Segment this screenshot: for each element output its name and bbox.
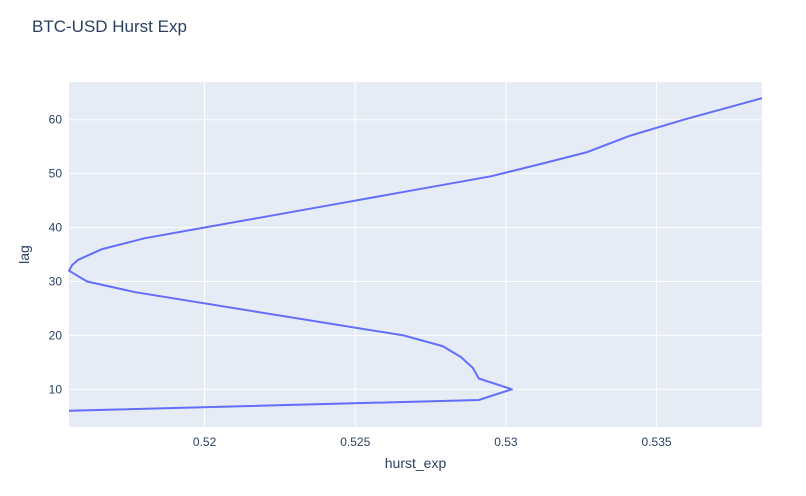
x-tick-label: 0.52	[193, 435, 217, 449]
x-tick-label: 0.535	[642, 435, 672, 449]
x-axis-title: hurst_exp	[385, 455, 447, 471]
y-tick-label: 60	[49, 113, 63, 127]
y-axis-title: lag	[16, 245, 32, 264]
gridlines	[69, 82, 762, 427]
x-axis-ticks: 0.52 0.525 0.53 0.535	[193, 435, 672, 449]
series-lines	[68, 97, 763, 412]
y-axis-ticks: 10 20 30 40 50 60	[49, 113, 63, 397]
y-tick-label: 40	[49, 221, 63, 235]
x-tick-label: 0.53	[494, 435, 518, 449]
x-tick-label: 0.525	[340, 435, 370, 449]
y-tick-label: 50	[49, 167, 63, 181]
plot-area	[69, 82, 762, 427]
y-tick-label: 10	[49, 382, 63, 396]
series-line	[68, 97, 763, 412]
chart-title: BTC-USD Hurst Exp	[32, 17, 187, 36]
y-tick-label: 30	[49, 274, 63, 288]
y-tick-label: 20	[49, 328, 63, 342]
